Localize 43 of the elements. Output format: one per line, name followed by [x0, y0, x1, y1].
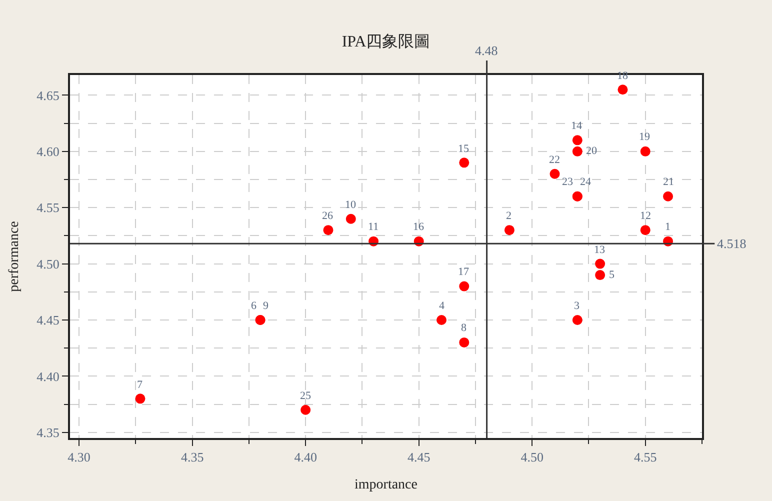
x-tick-label: 4.40 — [294, 450, 317, 465]
x-tick-label: 4.35 — [180, 450, 204, 465]
x-tick-label: 4.30 — [68, 450, 90, 465]
annotation: 19 — [639, 131, 650, 143]
annotation: 17 — [458, 266, 470, 278]
x-tick-label: 4.50 — [520, 450, 544, 465]
annotation: 25 — [300, 390, 312, 402]
annotation: 21 — [663, 176, 674, 188]
annotation: 8 — [461, 322, 467, 334]
y-axis-title: performance — [6, 221, 22, 292]
annotation: 24 — [580, 176, 592, 188]
annotation: 13 — [594, 244, 606, 256]
x-axis-title: importance — [354, 477, 418, 492]
annotation: 12 — [640, 210, 651, 222]
y-tick-label: 4.45 — [36, 312, 60, 328]
annotation: 20 — [586, 145, 598, 157]
y-tick-label: 4.40 — [36, 368, 60, 384]
annotation: 5 — [609, 269, 615, 281]
annotation: 16 — [413, 221, 424, 233]
annotation: 6 — [251, 300, 257, 312]
annotation: 3 — [574, 300, 580, 312]
annotation: 11 — [368, 221, 379, 233]
y-tick-label: 4.60 — [36, 144, 60, 159]
ref-line-label: 4.518 — [717, 236, 746, 251]
annotation: 4 — [439, 300, 445, 312]
y-tick-label: 4.65 — [36, 88, 60, 103]
y-tick-label: 4.50 — [36, 256, 60, 272]
y-tick-label: 4.35 — [36, 424, 60, 440]
x-tick-label: 4.45 — [407, 450, 430, 465]
ref-line-label: 4.48 — [475, 43, 498, 58]
x-tick-label: 4.55 — [634, 450, 657, 465]
annotation: 26 — [322, 210, 334, 222]
annotation: 22 — [549, 154, 560, 166]
annotation: 15 — [458, 143, 470, 155]
annotation: 9 — [263, 300, 269, 312]
annotation: 23 — [562, 176, 574, 188]
annotation: 2 — [506, 210, 512, 222]
annotation: 14 — [571, 120, 582, 132]
annotation: 10 — [345, 199, 356, 211]
y-tick-label: 4.55 — [36, 200, 60, 216]
annotation: 7 — [137, 379, 143, 391]
chart-title: IPA四象限圖 — [342, 33, 430, 50]
annotation: 1 — [665, 221, 670, 233]
